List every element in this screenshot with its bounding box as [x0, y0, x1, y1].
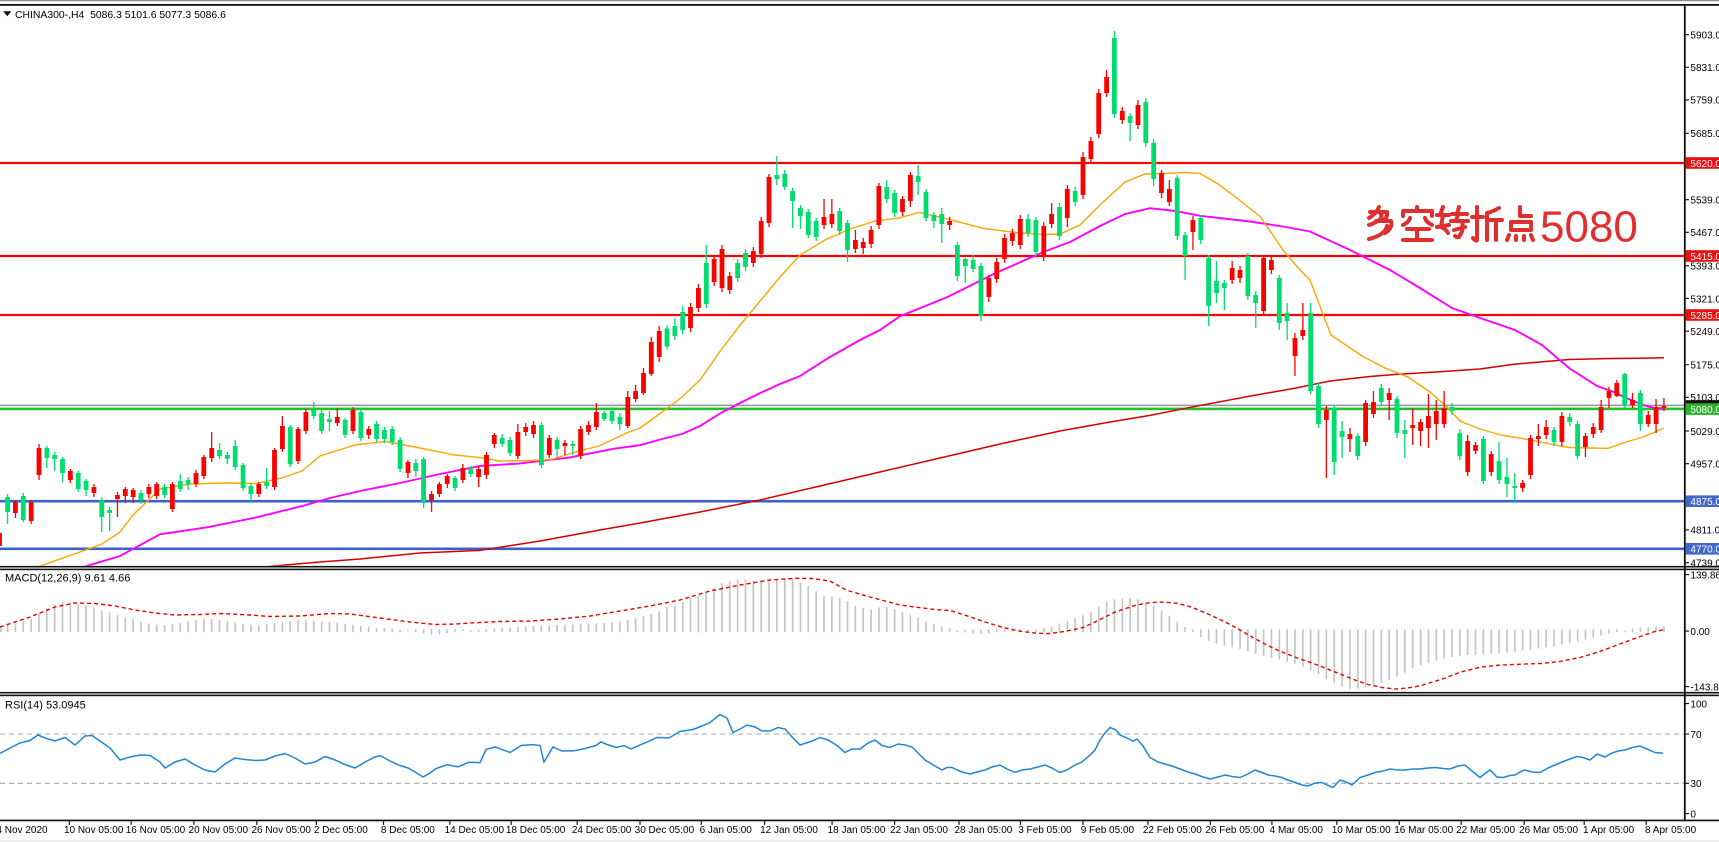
svg-text:26 Nov 05:00: 26 Nov 05:00	[251, 825, 311, 836]
svg-text:2 Dec 05:00: 2 Dec 05:00	[314, 825, 368, 836]
svg-text:16 Nov 05:00: 16 Nov 05:00	[126, 825, 186, 836]
svg-text:5685.0: 5685.0	[1690, 129, 1719, 140]
svg-text:26 Feb 05:00: 26 Feb 05:00	[1205, 825, 1264, 836]
svg-text:12 Jan 05:00: 12 Jan 05:00	[760, 825, 818, 836]
svg-text:9 Feb 05:00: 9 Feb 05:00	[1081, 825, 1135, 836]
svg-text:6 Jan 05:00: 6 Jan 05:00	[700, 825, 753, 836]
svg-text:18 Jan 05:00: 18 Jan 05:00	[828, 825, 886, 836]
svg-text:4770.0: 4770.0	[1690, 545, 1719, 556]
svg-text:8 Dec 05:00: 8 Dec 05:00	[381, 825, 435, 836]
svg-text:MACD(12,26,9) 9.61 4.66: MACD(12,26,9) 9.61 4.66	[5, 573, 130, 585]
svg-text:3 Feb 05:00: 3 Feb 05:00	[1018, 825, 1072, 836]
svg-text:70: 70	[1690, 730, 1702, 741]
svg-text:22 Jan 05:00: 22 Jan 05:00	[890, 825, 948, 836]
svg-text:4957.0: 4957.0	[1690, 460, 1719, 471]
svg-text:5175.0: 5175.0	[1690, 361, 1719, 372]
svg-text:28 Jan 05:00: 28 Jan 05:00	[954, 825, 1012, 836]
svg-text:0.00: 0.00	[1690, 627, 1710, 638]
svg-text:4 Mar 05:00: 4 Mar 05:00	[1270, 825, 1324, 836]
svg-text:8 Apr 05:00: 8 Apr 05:00	[1645, 825, 1697, 836]
svg-text:139.86: 139.86	[1690, 570, 1719, 581]
svg-text:5321.0: 5321.0	[1690, 294, 1719, 305]
svg-text:26 Mar 05:00: 26 Mar 05:00	[1519, 825, 1578, 836]
svg-text:30: 30	[1690, 779, 1702, 790]
svg-text:22 Feb 05:00: 22 Feb 05:00	[1143, 825, 1202, 836]
svg-text:14 Dec 05:00: 14 Dec 05:00	[445, 825, 505, 836]
svg-text:5285.0: 5285.0	[1690, 311, 1719, 322]
svg-text:22 Mar 05:00: 22 Mar 05:00	[1456, 825, 1515, 836]
svg-text:18 Dec 05:00: 18 Dec 05:00	[506, 825, 566, 836]
svg-text:1 Apr 05:00: 1 Apr 05:00	[1583, 825, 1635, 836]
svg-text:5080.0: 5080.0	[1690, 405, 1719, 416]
svg-text:RSI(14) 53.0945: RSI(14) 53.0945	[5, 700, 86, 712]
svg-text:4739.0: 4739.0	[1690, 558, 1719, 569]
svg-text:5393.0: 5393.0	[1690, 262, 1719, 273]
svg-text:4811.0: 4811.0	[1690, 526, 1719, 537]
svg-text:100: 100	[1690, 699, 1707, 710]
svg-text:5903.0: 5903.0	[1690, 30, 1719, 41]
svg-text:20 Nov 05:00: 20 Nov 05:00	[189, 825, 249, 836]
svg-text:4 Nov 2020: 4 Nov 2020	[0, 825, 48, 836]
svg-text:CHINA300-,H4 5086.3 5101.6 50: CHINA300-,H4 5086.3 5101.6 5077.3 5086.6	[15, 10, 226, 21]
svg-text:5103.0: 5103.0	[1690, 393, 1719, 404]
svg-text:5831.0: 5831.0	[1690, 63, 1719, 74]
svg-text:5249.0: 5249.0	[1690, 327, 1719, 338]
svg-text:30 Dec 05:00: 30 Dec 05:00	[635, 825, 695, 836]
svg-text:5620.0: 5620.0	[1690, 159, 1719, 170]
svg-text:-143.82: -143.82	[1690, 682, 1719, 693]
svg-text:24 Dec 05:00: 24 Dec 05:00	[572, 825, 632, 836]
svg-text:5029.0: 5029.0	[1690, 427, 1719, 438]
svg-text:10 Mar 05:00: 10 Mar 05:00	[1332, 825, 1391, 836]
svg-text:0: 0	[1690, 809, 1696, 820]
svg-text:10 Nov 05:00: 10 Nov 05:00	[64, 825, 124, 836]
svg-text:5415.0: 5415.0	[1690, 252, 1719, 263]
svg-text:5539.0: 5539.0	[1690, 196, 1719, 207]
svg-text:5467.0: 5467.0	[1690, 228, 1719, 239]
svg-text:16 Mar 05:00: 16 Mar 05:00	[1394, 825, 1453, 836]
svg-text:5080: 5080	[1540, 203, 1638, 252]
svg-text:5759.0: 5759.0	[1690, 96, 1719, 107]
svg-text:4875.0: 4875.0	[1690, 497, 1719, 508]
